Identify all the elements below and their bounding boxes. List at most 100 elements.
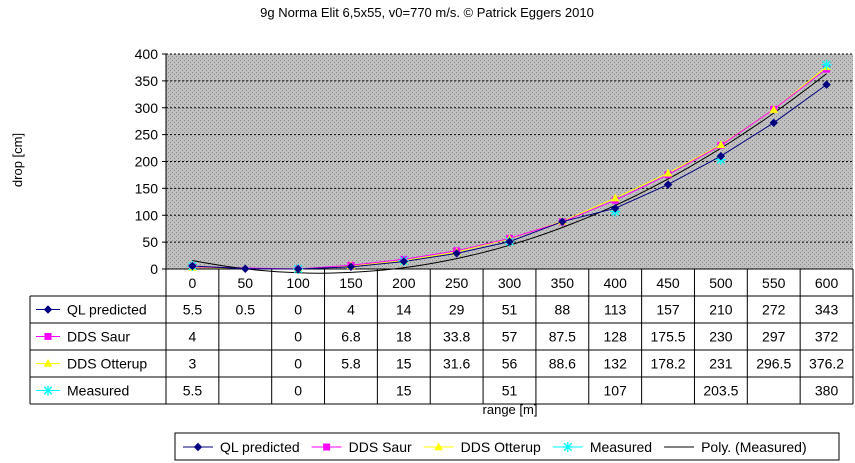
point-ql-predicted bbox=[452, 249, 461, 258]
legend-label: Poly. (Measured) bbox=[701, 439, 807, 455]
point-ql-predicted bbox=[558, 217, 567, 226]
x-category-label: 500 bbox=[709, 275, 733, 291]
table-cell-value: 107 bbox=[604, 383, 628, 399]
point-dds-otterup bbox=[716, 140, 726, 149]
point-ql-predicted bbox=[505, 237, 514, 246]
x-category-label: 150 bbox=[339, 275, 363, 291]
table-cell-value: 51 bbox=[502, 383, 518, 399]
table-cell-value: 57 bbox=[502, 329, 518, 345]
y-tick-label: 50 bbox=[142, 234, 158, 250]
table-cell-value: 0 bbox=[294, 383, 302, 399]
table-cell-value: 0.5 bbox=[236, 302, 256, 318]
star-stroke bbox=[43, 386, 53, 395]
point-ql-predicted bbox=[293, 264, 303, 274]
point-ql-predicted bbox=[716, 151, 726, 161]
y-tick-label: 200 bbox=[135, 154, 159, 170]
x-category-label: 50 bbox=[237, 275, 253, 291]
table-cell-value: 18 bbox=[396, 329, 412, 345]
table-cell-value: 88 bbox=[555, 302, 571, 318]
chart-title: 9g Norma Elit 6,5x55, v0=770 m/s. © Patr… bbox=[260, 5, 594, 20]
legend-key-marker bbox=[562, 442, 573, 452]
table-cell-value: 128 bbox=[604, 329, 628, 345]
legend-label: QL predicted bbox=[220, 439, 300, 455]
table-cell-value: 231 bbox=[709, 356, 733, 372]
x-category-label: 100 bbox=[286, 275, 310, 291]
table-cell-value: 15 bbox=[396, 383, 412, 399]
table-legend-key-marker bbox=[43, 385, 53, 396]
table-series-label: QL predicted bbox=[67, 302, 147, 318]
y-tick-label: 100 bbox=[135, 207, 159, 223]
table-cell-value: 56 bbox=[502, 356, 518, 372]
legend-key-marker bbox=[323, 443, 331, 451]
x-category-label: 250 bbox=[445, 275, 469, 291]
table-cell-value: 14 bbox=[396, 302, 412, 318]
x-category-label: 400 bbox=[604, 275, 628, 291]
point-ql-predicted bbox=[663, 180, 673, 189]
x-category-label: 300 bbox=[498, 275, 522, 291]
table-cell-value: 5.8 bbox=[341, 356, 361, 372]
table-cell-value: 297 bbox=[762, 329, 786, 345]
point-ql-predicted bbox=[188, 261, 197, 271]
y-tick-label: 0 bbox=[150, 261, 158, 277]
table-cell-value: 33.8 bbox=[443, 329, 470, 345]
legend-label: Measured bbox=[590, 439, 652, 455]
legend-key-marker bbox=[193, 442, 203, 452]
table-cell-value: 5.5 bbox=[183, 383, 203, 399]
point-ql-predicted bbox=[822, 80, 831, 89]
y-tick-label: 300 bbox=[135, 100, 159, 116]
series-line-dds-saur bbox=[192, 68, 827, 270]
table-legend-key-marker bbox=[43, 358, 53, 367]
table-cell-value: 5.5 bbox=[183, 302, 203, 318]
legend-box bbox=[174, 432, 840, 461]
table-cell-value: 296.5 bbox=[756, 356, 791, 372]
table-cell-value: 132 bbox=[604, 356, 628, 372]
table-cell-value: 31.6 bbox=[443, 356, 470, 372]
y-tick-label: 350 bbox=[135, 73, 159, 89]
legend-label: DDS Saur bbox=[349, 439, 412, 455]
y-tick-label: 150 bbox=[135, 180, 159, 196]
x-category-label: 600 bbox=[815, 275, 839, 291]
table-series-label: Measured bbox=[67, 383, 129, 399]
point-ql-predicted bbox=[399, 257, 409, 266]
point-ql-predicted bbox=[346, 262, 356, 272]
point-ql-predicted bbox=[610, 204, 620, 213]
point-measured bbox=[821, 59, 832, 70]
star-stroke bbox=[822, 60, 831, 69]
table-cell-value: 157 bbox=[656, 302, 680, 318]
y-tick-label: 400 bbox=[135, 46, 159, 62]
table-cell-value: 343 bbox=[815, 302, 839, 318]
legend-key-marker bbox=[434, 442, 444, 451]
table-cell-value: 4 bbox=[189, 329, 197, 345]
point-dds-otterup bbox=[663, 168, 673, 177]
table-cell-value: 4 bbox=[347, 302, 355, 318]
star-stroke bbox=[563, 442, 573, 452]
table-cell-value: 0 bbox=[294, 356, 302, 372]
table-cell-value: 230 bbox=[709, 329, 733, 345]
table-legend-key-marker bbox=[44, 333, 52, 340]
x-category-label: 350 bbox=[551, 275, 575, 291]
x-category-label: 550 bbox=[762, 275, 786, 291]
table-cell-value: 272 bbox=[762, 302, 786, 318]
table-cell-value: 372 bbox=[815, 329, 839, 345]
table-cell-value: 376.2 bbox=[809, 356, 844, 372]
table-series-label: DDS Otterup bbox=[67, 356, 147, 372]
x-axis-label: range [m] bbox=[483, 402, 538, 417]
table-cell-value: 203.5 bbox=[703, 383, 738, 399]
legend-label: DDS Otterup bbox=[461, 439, 541, 455]
y-axis-label: drop [cm] bbox=[10, 133, 25, 187]
table-cell-value: 210 bbox=[709, 302, 733, 318]
table-cell-value: 380 bbox=[815, 383, 839, 399]
table-series-label: DDS Saur bbox=[67, 329, 130, 345]
point-dds-otterup bbox=[769, 105, 779, 113]
point-ql-predicted bbox=[769, 118, 778, 128]
point-ql-predicted bbox=[241, 264, 250, 273]
table-cell-value: 87.5 bbox=[549, 329, 576, 345]
table-cell-value: 29 bbox=[449, 302, 465, 318]
table-legend-key-marker bbox=[43, 305, 53, 314]
y-tick-label: 250 bbox=[135, 127, 159, 143]
table-cell-value: 15 bbox=[396, 356, 412, 372]
table-cell-value: 0 bbox=[294, 329, 302, 345]
table-cell-value: 175.5 bbox=[651, 329, 686, 345]
table-cell-value: 51 bbox=[502, 302, 518, 318]
